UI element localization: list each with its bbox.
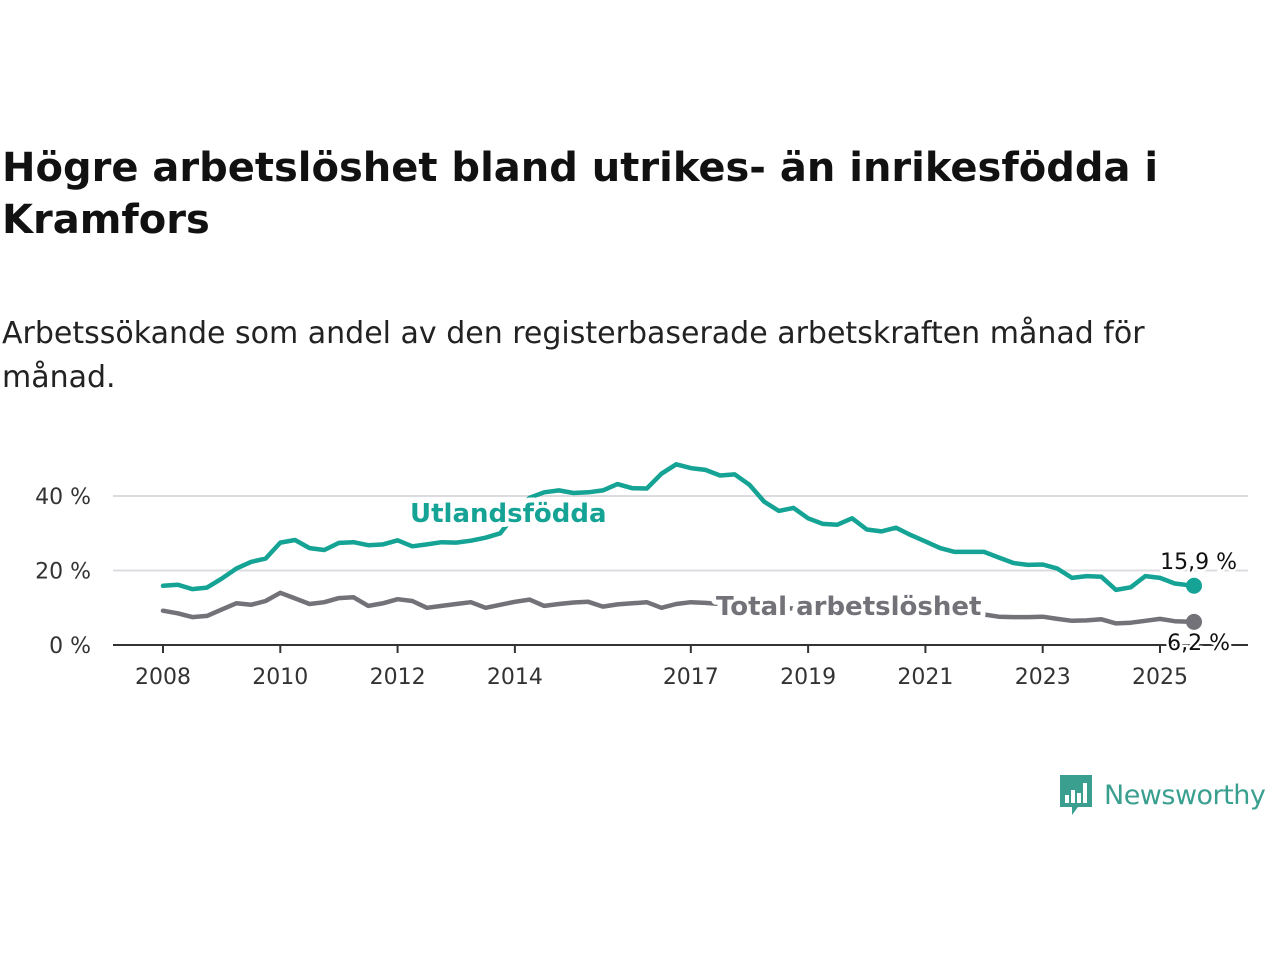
end-value-label-utlandsfodda: 15,9 %: [1160, 550, 1237, 575]
x-tick-label: 2021: [897, 665, 953, 690]
grid-lines: [113, 495, 1248, 572]
x-axis-ticks: 2008 2010 2012 2014 2017 2019 2021 2023 2025: [135, 645, 1188, 690]
series-label-utlandsfodda: Utlandsfödda: [410, 499, 607, 529]
y-tick-label: 0 %: [49, 634, 91, 659]
y-tick-label: 40 %: [35, 485, 91, 510]
y-axis-ticks: 0 % 20 % 40 %: [35, 485, 91, 659]
series-line-total: [160, 590, 1197, 626]
x-tick-label: 2017: [663, 665, 719, 690]
chart-subtitle: Arbetssökande som andel av den registerb…: [2, 316, 1145, 395]
x-tick-label: 2012: [370, 665, 426, 690]
series-label-total-arbetsloshet: Total arbetslöshet: [716, 592, 981, 622]
x-tick-label: 2023: [1015, 665, 1071, 690]
series-end-point: [1186, 577, 1203, 594]
x-tick-label: 2019: [780, 665, 836, 690]
newsworthy-logo-text: Newsworthy: [1104, 779, 1266, 811]
series-line-utlandsfodda: [160, 462, 1197, 593]
chart-title: Högre arbetslöshet bland utrikes- än inr…: [2, 145, 1159, 243]
x-tick-label: 2025: [1132, 665, 1188, 690]
y-tick-label: 20 %: [35, 560, 91, 585]
line-chart: 0 % 20 % 40 % 2008 2010 2012 2014 2017 2019 2021…: [35, 462, 1248, 690]
series-end-point: [1186, 613, 1203, 630]
end-value-label-total: 6,2 %: [1167, 631, 1230, 656]
series-labels: Utlandsfödda Total arbetslöshet 15,9 % 6…: [405, 494, 1240, 659]
x-tick-label: 2008: [135, 665, 191, 690]
series-lines: [160, 462, 1203, 630]
x-tick-label: 2014: [487, 665, 543, 690]
newsworthy-logo: Newsworthy: [1058, 773, 1266, 817]
x-tick-label: 2010: [252, 665, 308, 690]
newsworthy-logo-icon: [1060, 775, 1092, 815]
